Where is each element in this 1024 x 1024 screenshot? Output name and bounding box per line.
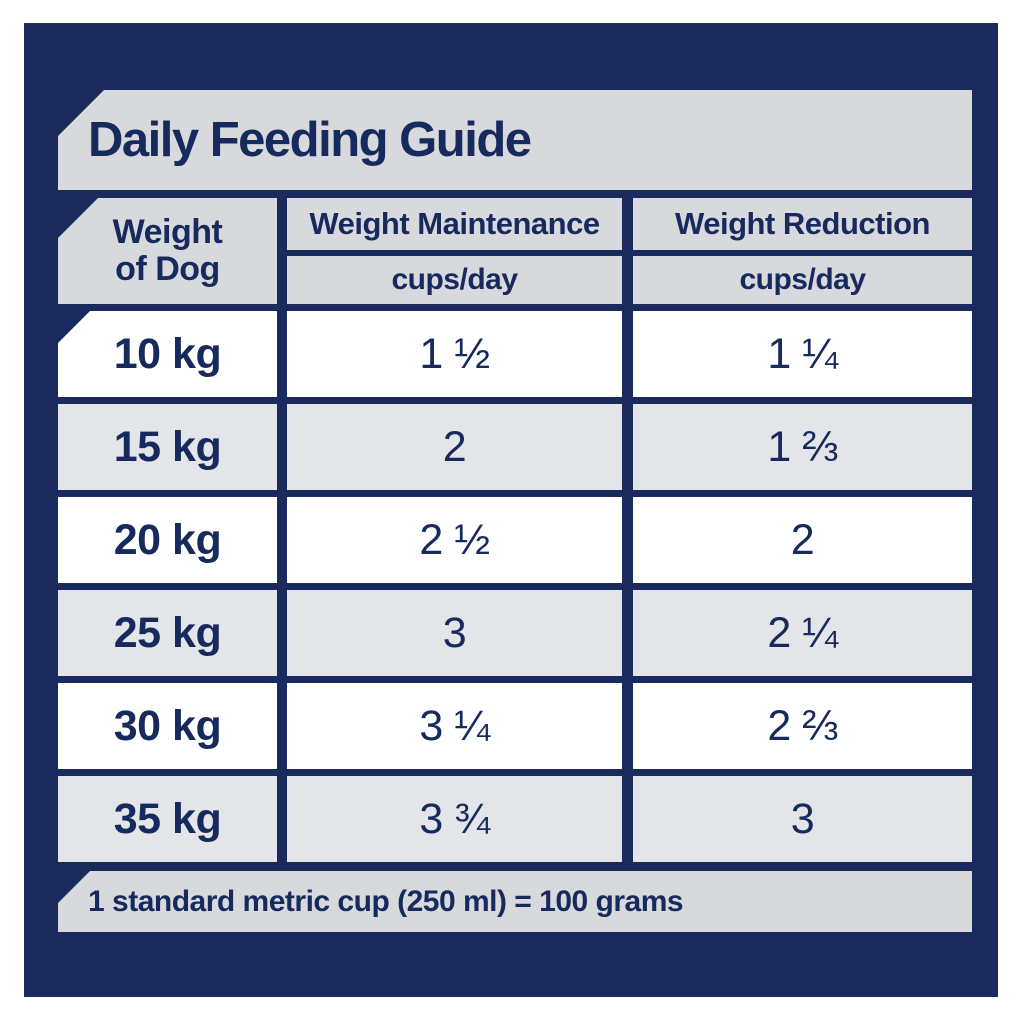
footnote-bar: 1 standard metric cup (250 ml) = 100 gra… <box>58 871 972 932</box>
table-row-cell-maintenance: 3 ¼ <box>287 683 622 769</box>
reduction-value: 2 <box>790 515 815 564</box>
reduction-value: 2 ⅔ <box>767 701 838 750</box>
table-row-cell-maintenance: 3 <box>287 590 622 676</box>
table-row-cell-maintenance: 2 <box>287 404 622 490</box>
header-weight-of-dog: Weight of Dog <box>58 198 277 304</box>
header-reduction-unit-label: cups/day <box>739 263 866 296</box>
maintenance-value: 2 ½ <box>419 515 490 564</box>
title-bar: Daily Feeding Guide <box>58 90 972 190</box>
weight-value: 30 kg <box>113 701 222 750</box>
table-row-cell-weight: 25 kg <box>58 590 277 676</box>
header-weight-of-dog-label: Weight of Dog <box>113 214 223 287</box>
feeding-guide-panel: Daily Feeding Guide Weight of Dog Weight… <box>24 23 998 997</box>
header-weight-reduction-label: Weight Reduction <box>675 206 930 241</box>
footnote-text: 1 standard metric cup (250 ml) = 100 gra… <box>88 884 684 918</box>
page-title: Daily Feeding Guide <box>88 113 532 167</box>
maintenance-value: 3 ¾ <box>419 794 490 843</box>
reduction-value: 1 ⅔ <box>767 422 838 471</box>
table-row-cell-weight: 35 kg <box>58 776 277 862</box>
header-maintenance-unit-label: cups/day <box>391 263 518 296</box>
weight-value: 20 kg <box>113 515 222 564</box>
table-row-cell-reduction: 3 <box>633 776 972 862</box>
reduction-value: 2 ¼ <box>767 608 838 657</box>
maintenance-value: 3 <box>442 608 467 657</box>
header-weight-maintenance-label: Weight Maintenance <box>309 206 600 241</box>
table-row-cell-reduction: 2 <box>633 497 972 583</box>
table-row-cell-weight: 10 kg <box>58 311 277 397</box>
reduction-value: 3 <box>790 794 815 843</box>
weight-value: 35 kg <box>113 794 222 843</box>
header-weight-line1: Weight <box>112 213 223 252</box>
maintenance-value: 1 ½ <box>419 329 490 378</box>
table-row-cell-maintenance: 3 ¾ <box>287 776 622 862</box>
table-row-cell-reduction: 2 ¼ <box>633 590 972 676</box>
weight-value: 10 kg <box>113 329 222 378</box>
maintenance-value: 2 <box>442 422 467 471</box>
reduction-value: 1 ¼ <box>767 329 838 378</box>
weight-value: 15 kg <box>113 422 222 471</box>
header-reduction-unit: cups/day <box>633 256 972 304</box>
table-row-cell-reduction: 2 ⅔ <box>633 683 972 769</box>
header-weight-reduction: Weight Reduction <box>633 198 972 250</box>
table-row-cell-weight: 30 kg <box>58 683 277 769</box>
weight-value: 25 kg <box>113 608 222 657</box>
table-row-cell-reduction: 1 ¼ <box>633 311 972 397</box>
header-weight-maintenance: Weight Maintenance <box>287 198 622 250</box>
table-row-cell-reduction: 1 ⅔ <box>633 404 972 490</box>
header-maintenance-unit: cups/day <box>287 256 622 304</box>
table-row-cell-maintenance: 1 ½ <box>287 311 622 397</box>
maintenance-value: 3 ¼ <box>419 701 490 750</box>
table-row-cell-maintenance: 2 ½ <box>287 497 622 583</box>
table-row-cell-weight: 15 kg <box>58 404 277 490</box>
header-weight-line2: of Dog <box>115 250 220 288</box>
table-row-cell-weight: 20 kg <box>58 497 277 583</box>
